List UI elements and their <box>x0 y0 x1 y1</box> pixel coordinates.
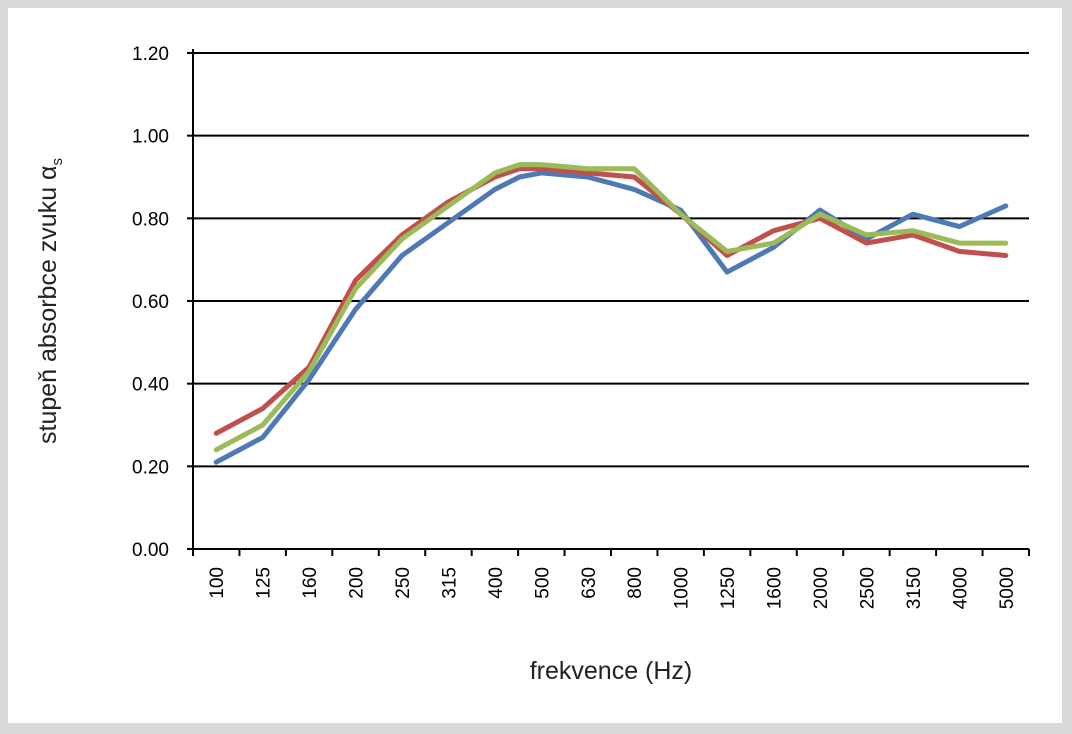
y-axis-title-main: stupeň absorbce zvuku α <box>34 165 62 444</box>
y-axis-ticks: 0.00 0.20 0.40 0.60 0.80 1.00 1.20 <box>132 44 193 561</box>
y-tick-label: 0.40 <box>132 375 169 396</box>
x-tick-label: 3150 <box>904 567 925 609</box>
x-tick-label: 1250 <box>718 567 739 609</box>
series-line-3 <box>213 162 1009 453</box>
x-tick-label: 100 <box>207 567 228 599</box>
x-axis-ticks: 100 125 160 200 250 315 400 500 630 800 1000 1250 16… <box>192 549 1030 609</box>
x-tick-label: 800 <box>625 567 646 599</box>
y-axis-title: stupeň absorbce zvuku αs <box>34 158 66 444</box>
series-lines <box>213 162 1009 465</box>
x-tick-label: 630 <box>579 567 600 599</box>
series-line-2 <box>213 166 1009 436</box>
x-axis-title: frekvence (Hz) <box>530 657 693 685</box>
y-tick-label: 0.60 <box>132 292 169 313</box>
x-tick-label: 2000 <box>811 567 832 609</box>
y-tick-label: 1.20 <box>132 44 169 65</box>
y-tick-label: 1.00 <box>132 127 169 148</box>
y-axis-title-subscript: s <box>49 158 66 166</box>
x-tick-label: 315 <box>439 567 460 599</box>
x-tick-label: 4000 <box>950 567 971 609</box>
x-tick-label: 200 <box>347 567 368 599</box>
x-tick-label: 250 <box>393 567 414 599</box>
x-tick-label: 1000 <box>672 567 693 609</box>
x-tick-label: 2500 <box>857 567 878 609</box>
gridlines <box>193 52 1029 468</box>
y-tick-label: 0.80 <box>132 209 169 230</box>
x-tick-label: 160 <box>300 567 321 599</box>
x-tick-label: 1600 <box>765 567 786 609</box>
y-tick-label: 0.20 <box>132 457 169 478</box>
y-tick-label: 0.00 <box>132 540 169 561</box>
x-tick-label: 500 <box>532 567 553 599</box>
x-tick-label: 125 <box>254 567 275 599</box>
x-tick-label: 5000 <box>997 567 1018 609</box>
chart-frame <box>8 8 1062 723</box>
series-line-1 <box>213 170 1009 465</box>
x-tick-label: 400 <box>486 567 507 599</box>
